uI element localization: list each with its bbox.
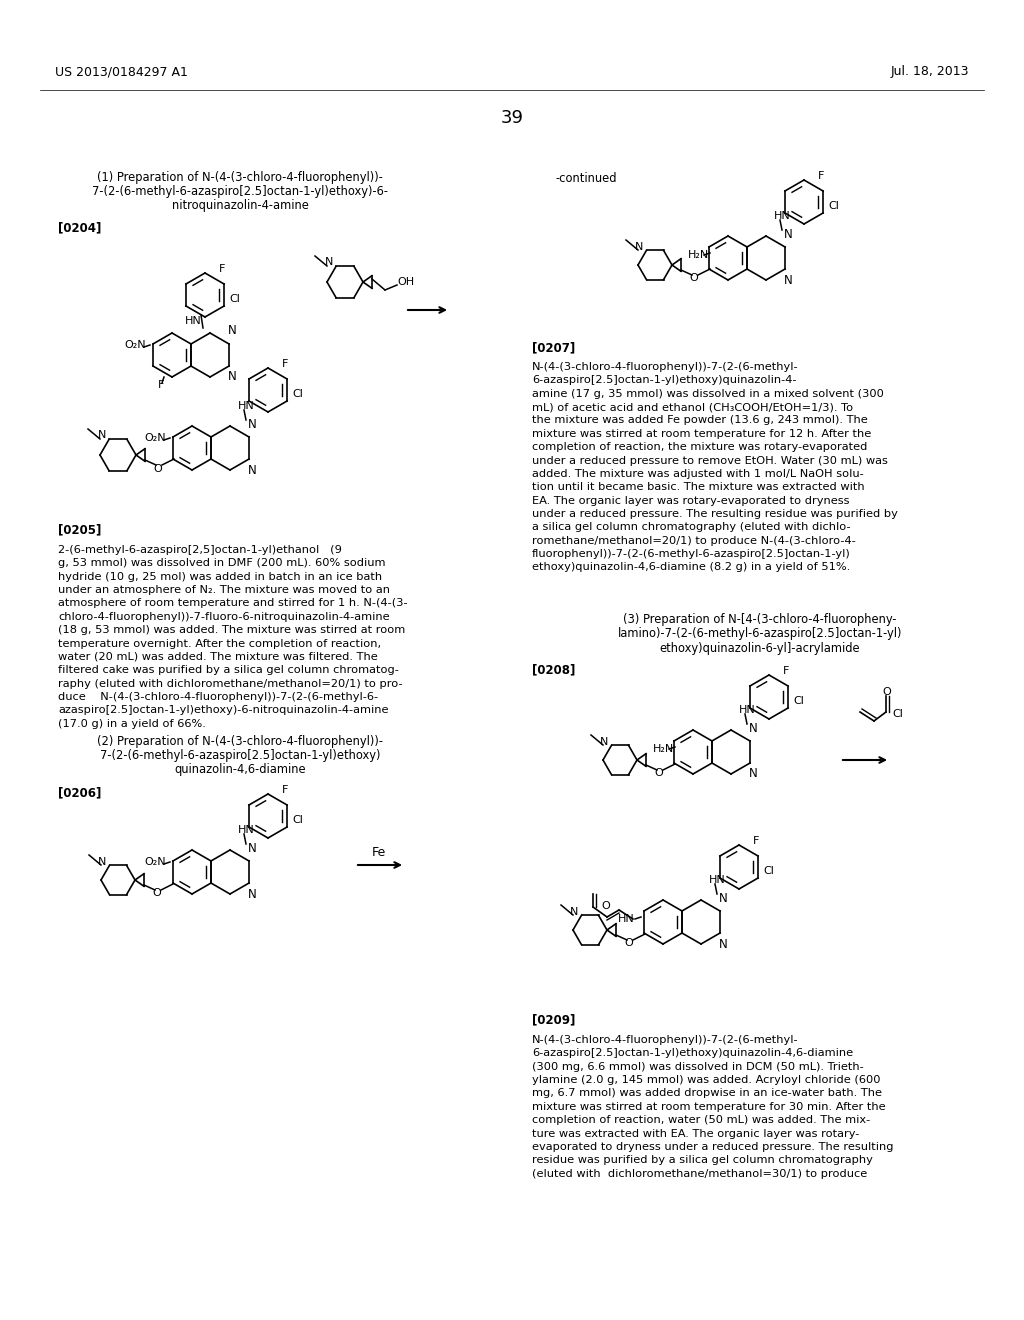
- Text: N: N: [600, 737, 608, 747]
- Text: N: N: [248, 887, 257, 900]
- Text: F: F: [282, 785, 289, 795]
- Text: ethoxy)quinazolin-6-yl]-acrylamide: ethoxy)quinazolin-6-yl]-acrylamide: [659, 642, 860, 655]
- Text: Cl: Cl: [828, 201, 839, 211]
- Text: O: O: [654, 768, 663, 777]
- Text: 39: 39: [501, 110, 523, 127]
- Text: (2) Preparation of N-(4-(3-chloro-4-fluorophenyl))-: (2) Preparation of N-(4-(3-chloro-4-fluo…: [97, 735, 383, 748]
- Text: O₂N: O₂N: [144, 433, 166, 444]
- Text: N: N: [719, 891, 728, 904]
- Text: N: N: [248, 842, 257, 854]
- Text: Jul. 18, 2013: Jul. 18, 2013: [891, 66, 969, 78]
- Text: HN: HN: [185, 315, 202, 326]
- Text: HN: HN: [618, 913, 635, 924]
- Text: HN: HN: [709, 875, 726, 884]
- Text: H₂N: H₂N: [688, 249, 710, 260]
- Text: N: N: [749, 722, 758, 734]
- Text: O: O: [601, 902, 609, 911]
- Text: [0205]: [0205]: [58, 524, 101, 536]
- Text: F: F: [219, 264, 225, 275]
- Text: N: N: [325, 257, 334, 267]
- Text: HN: HN: [238, 825, 255, 836]
- Text: quinazolin-4,6-diamine: quinazolin-4,6-diamine: [174, 763, 306, 776]
- Text: lamino)-7-(2-(6-methyl-6-azaspiro[2.5]octan-1-yl): lamino)-7-(2-(6-methyl-6-azaspiro[2.5]oc…: [617, 627, 902, 640]
- Text: N: N: [570, 907, 579, 917]
- Text: N: N: [719, 937, 728, 950]
- Text: O: O: [882, 686, 891, 697]
- Text: nitroquinazolin-4-amine: nitroquinazolin-4-amine: [172, 199, 308, 213]
- Text: [0207]: [0207]: [532, 342, 575, 355]
- Text: Fe: Fe: [372, 846, 386, 859]
- Text: HN: HN: [739, 705, 756, 715]
- Text: F: F: [818, 172, 824, 181]
- Text: O: O: [153, 465, 162, 474]
- Text: N: N: [749, 767, 758, 780]
- Text: Cl: Cl: [292, 389, 303, 399]
- Text: HN: HN: [774, 211, 791, 220]
- Text: Cl: Cl: [229, 294, 240, 304]
- Text: F: F: [158, 380, 165, 389]
- Text: (3) Preparation of N-[4-(3-chloro-4-fluoropheny-: (3) Preparation of N-[4-(3-chloro-4-fluo…: [624, 614, 897, 627]
- Text: F: F: [282, 359, 289, 370]
- Text: N: N: [98, 430, 106, 440]
- Text: -continued: -continued: [555, 172, 616, 185]
- Text: N-(4-(3-chloro-4-fluorophenyl))-7-(2-(6-methyl-
6-azaspiro[2.5]octan-1-yl)ethoxy: N-(4-(3-chloro-4-fluorophenyl))-7-(2-(6-…: [532, 1035, 894, 1179]
- Text: [0208]: [0208]: [532, 664, 575, 676]
- Text: O₂N: O₂N: [124, 341, 145, 350]
- Text: O₂N: O₂N: [144, 857, 166, 867]
- Text: [0206]: [0206]: [58, 787, 101, 800]
- Text: Cl: Cl: [793, 696, 804, 706]
- Text: 7-(2-(6-methyl-6-azaspiro[2.5]octan-1-yl)ethoxy)-6-: 7-(2-(6-methyl-6-azaspiro[2.5]octan-1-yl…: [92, 186, 388, 198]
- Text: F: F: [753, 836, 760, 846]
- Text: [0209]: [0209]: [532, 1014, 575, 1027]
- Text: O: O: [152, 888, 161, 898]
- Text: O: O: [624, 939, 633, 948]
- Text: Cl: Cl: [892, 709, 903, 719]
- Text: N: N: [98, 857, 106, 867]
- Text: HN: HN: [238, 401, 255, 411]
- Text: Cl: Cl: [763, 866, 774, 876]
- Text: 7-(2-(6-methyl-6-azaspiro[2.5]octan-1-yl)ethoxy): 7-(2-(6-methyl-6-azaspiro[2.5]octan-1-yl…: [99, 750, 380, 763]
- Text: N: N: [248, 417, 257, 430]
- Text: N-(4-(3-chloro-4-fluorophenyl))-7-(2-(6-methyl-
6-azaspiro[2.5]octan-1-yl)ethoxy: N-(4-(3-chloro-4-fluorophenyl))-7-(2-(6-…: [532, 362, 898, 573]
- Text: [0204]: [0204]: [58, 222, 101, 235]
- Text: H₂N: H₂N: [653, 744, 674, 754]
- Text: F: F: [783, 667, 790, 676]
- Text: N: N: [784, 227, 793, 240]
- Text: (1) Preparation of N-(4-(3-chloro-4-fluorophenyl))-: (1) Preparation of N-(4-(3-chloro-4-fluo…: [97, 172, 383, 185]
- Text: N: N: [784, 273, 793, 286]
- Text: Cl: Cl: [292, 814, 303, 825]
- Text: 2-(6-methyl-6-azaspiro[2,5]octan-1-yl)ethanol   (9
g, 53 mmol) was dissolved in : 2-(6-methyl-6-azaspiro[2,5]octan-1-yl)et…: [58, 545, 408, 729]
- Text: N: N: [228, 371, 237, 384]
- Text: N: N: [635, 242, 643, 252]
- Text: N: N: [228, 325, 237, 338]
- Text: US 2013/0184297 A1: US 2013/0184297 A1: [55, 66, 187, 78]
- Text: N: N: [248, 463, 257, 477]
- Text: OH: OH: [397, 277, 414, 286]
- Text: O: O: [689, 273, 697, 282]
